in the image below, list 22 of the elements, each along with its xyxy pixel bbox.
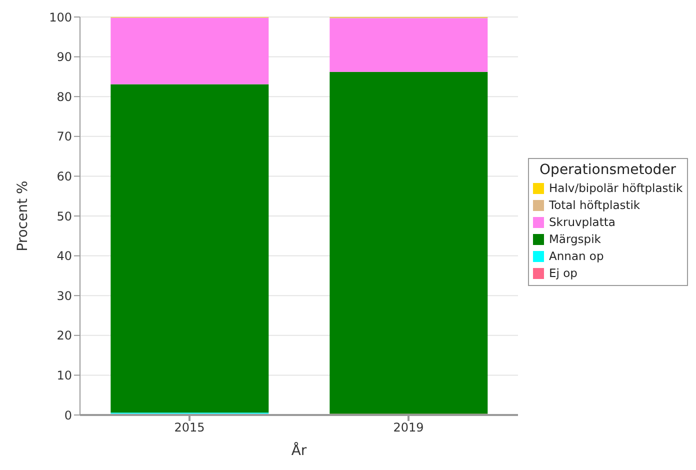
- y-tick-label: 90: [56, 50, 72, 64]
- y-tick-label: 100: [49, 10, 72, 24]
- legend-label: Ej op: [549, 265, 578, 282]
- y-tick-label: 40: [56, 249, 72, 264]
- x-tick-label: 2019: [393, 420, 424, 435]
- y-tick-label: 10: [56, 368, 72, 382]
- legend-label: Halv/bipolär höftplastik: [549, 180, 683, 197]
- y-tick-label: 20: [56, 328, 72, 343]
- y-tick-label: 30: [56, 288, 72, 303]
- legend-label: Märgspik: [549, 231, 601, 248]
- y-tick-label: 70: [56, 130, 72, 144]
- y-tick-label: 80: [56, 90, 72, 104]
- y-axis-title: Procent %: [14, 180, 31, 252]
- legend-label: Total höftplastik: [549, 197, 640, 214]
- legend-title: Operationsmetoder: [538, 162, 678, 178]
- x-axis-title: År: [291, 442, 307, 459]
- x-tick-label: 2015: [174, 420, 205, 435]
- legend-label: Skruvplatta: [549, 214, 616, 231]
- y-tick-label: 0: [64, 408, 72, 422]
- legend-label: Annan op: [549, 248, 604, 265]
- y-tick-label: 60: [56, 169, 72, 184]
- y-tick-label: 50: [56, 209, 72, 224]
